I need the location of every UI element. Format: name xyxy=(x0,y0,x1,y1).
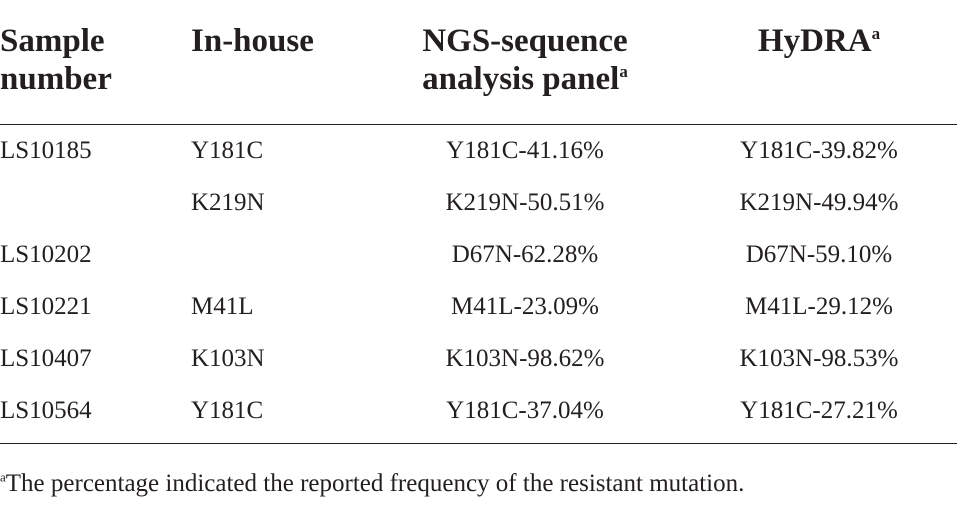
table-row: LS10185 Y181C Y181C-41.16% Y181C-39.82% xyxy=(0,131,957,171)
footnote-mark: a xyxy=(0,469,6,485)
header-sample-number: Sample number xyxy=(0,22,112,98)
cell-hydra: D67N-59.10% xyxy=(745,241,893,268)
cell-hydra: M41L-29.12% xyxy=(745,293,893,320)
header-sample-line1: Sample xyxy=(0,23,105,59)
cell-ngs: Y181C-41.16% xyxy=(446,137,604,164)
cell-inhouse: K103N xyxy=(191,345,265,372)
header-inhouse-label: In-house xyxy=(191,23,314,59)
cell-sample: LS10407 xyxy=(0,345,92,372)
header-ngs-line2: analysis panel xyxy=(422,61,620,97)
cell-sample: LS10202 xyxy=(0,241,92,268)
cell-hydra: K103N-98.53% xyxy=(739,345,899,372)
cell-hydra: Y181C-39.82% xyxy=(740,137,898,164)
cell-ngs: K219N-50.51% xyxy=(445,189,605,216)
cell-inhouse: Y181C xyxy=(191,397,264,424)
header-hydra: HyDRAa xyxy=(682,22,956,60)
cell-ngs: M41L-23.09% xyxy=(451,293,599,320)
table-row: LS10202 D67N-62.28% D67N-59.10% xyxy=(0,235,957,275)
table-top-rule xyxy=(0,124,957,125)
cell-inhouse: M41L xyxy=(191,293,254,320)
footnote-text: The percentage indicated the reported fr… xyxy=(5,470,745,497)
table-row: K219N K219N-50.51% K219N-49.94% xyxy=(0,183,957,223)
cell-sample: LS10564 xyxy=(0,397,92,424)
header-inhouse: In-house xyxy=(191,22,314,60)
cell-sample: LS10221 xyxy=(0,293,92,320)
table-row: LS10221 M41L M41L-23.09% M41L-29.12% xyxy=(0,287,957,327)
header-ngs-footnote-mark: a xyxy=(619,62,628,81)
header-hydra-label: HyDRA xyxy=(757,23,872,59)
table-row: LS10564 Y181C Y181C-37.04% Y181C-27.21% xyxy=(0,391,957,431)
table-bottom-rule xyxy=(0,443,957,444)
cell-ngs: K103N-98.62% xyxy=(445,345,605,372)
cell-ngs: D67N-62.28% xyxy=(451,241,599,268)
cell-inhouse: K219N xyxy=(191,189,265,216)
header-ngs-line1: NGS-sequence xyxy=(422,23,628,59)
cell-hydra: K219N-49.94% xyxy=(739,189,899,216)
header-sample-line2: number xyxy=(0,61,112,97)
header-ngs-panel: NGS-sequence analysis panela xyxy=(370,22,680,98)
cell-hydra: Y181C-27.21% xyxy=(740,397,898,424)
cell-inhouse: Y181C xyxy=(191,137,264,164)
cell-sample: LS10185 xyxy=(0,137,92,164)
table-row: LS10407 K103N K103N-98.62% K103N-98.53% xyxy=(0,339,957,379)
table-footnote: aThe percentage indicated the reported f… xyxy=(0,467,744,501)
header-hydra-footnote-mark: a xyxy=(871,24,881,43)
cell-ngs: Y181C-37.04% xyxy=(446,397,604,424)
